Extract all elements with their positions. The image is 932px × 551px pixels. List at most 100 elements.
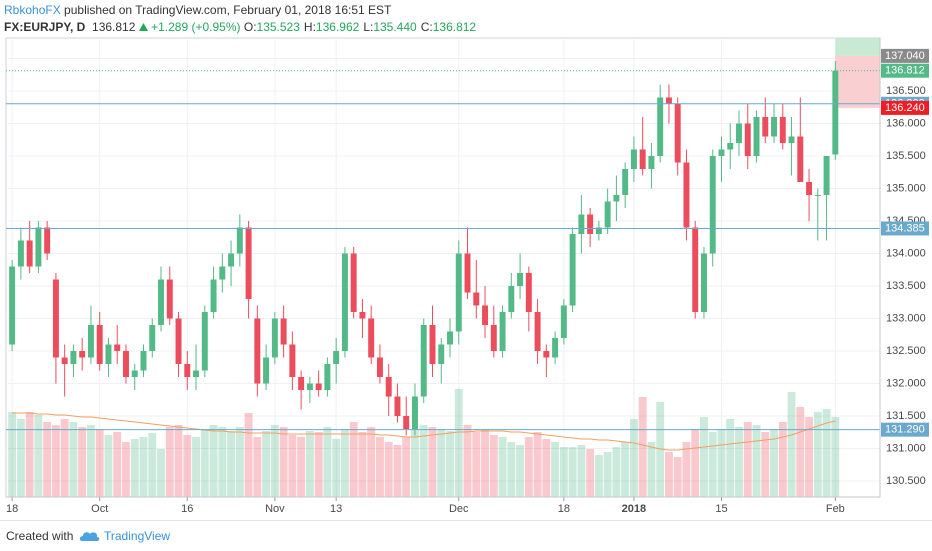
volume-bar xyxy=(542,439,551,497)
candle-body xyxy=(779,116,786,143)
volume-bar xyxy=(270,425,279,497)
volume-bar xyxy=(411,429,419,497)
candle-body xyxy=(376,357,383,378)
price-label-box xyxy=(881,48,929,63)
volume-bar xyxy=(472,432,481,497)
volume-bar xyxy=(437,429,446,497)
volume-bar xyxy=(262,431,271,497)
x-tick-label: Dec xyxy=(449,503,469,515)
candle-body xyxy=(359,311,366,319)
y-tick-label: 136.000 xyxy=(886,117,926,129)
candle-body xyxy=(648,155,655,169)
volume-bar xyxy=(367,427,376,497)
ohlc-value: 136.962 xyxy=(315,20,360,34)
volume-bar xyxy=(314,432,323,497)
candle-body xyxy=(131,370,138,378)
position-zone xyxy=(835,55,880,108)
x-tick-label: 15 xyxy=(715,503,727,515)
x-tick-label: 13 xyxy=(330,503,342,515)
position-zone xyxy=(835,38,880,56)
volume-bar xyxy=(612,447,621,497)
volume-bar xyxy=(244,413,253,497)
author[interactable]: RbkohoFX xyxy=(4,3,61,17)
volume-bar xyxy=(708,432,717,497)
volume-bar xyxy=(647,442,656,497)
volume-bar xyxy=(621,442,630,497)
candle-body xyxy=(490,324,497,351)
volume-bar xyxy=(16,419,25,497)
publish-line: RbkohoFX published on TradingView.com, F… xyxy=(4,2,480,19)
candle-body xyxy=(700,253,707,312)
volume-ma xyxy=(12,412,836,451)
candle-body xyxy=(96,324,103,364)
ohlc-key: C: xyxy=(420,20,433,34)
volume-bar xyxy=(524,437,533,497)
candle-body xyxy=(210,279,217,312)
volume-bar xyxy=(454,389,463,497)
volume-bar xyxy=(770,429,778,497)
candle-body xyxy=(674,103,681,163)
symbol-line: FX:EURJPY, D 136.812 +1.289 (+0.95%) O:1… xyxy=(4,19,480,36)
volume-bar xyxy=(393,445,402,497)
candle-body xyxy=(718,149,725,156)
ohlc-key: H: xyxy=(303,20,316,34)
x-tick-label: 16 xyxy=(181,503,193,515)
x-tick-label: Oct xyxy=(91,503,108,515)
candle-body xyxy=(411,396,418,430)
volume-bar xyxy=(297,437,306,497)
brand[interactable]: TradingView xyxy=(104,529,171,543)
volume-bar xyxy=(174,425,183,497)
candle-body xyxy=(744,123,751,156)
footer: Created with TradingView xyxy=(0,520,932,551)
volume-bar xyxy=(130,439,139,497)
candle-body xyxy=(727,142,734,150)
volume-bar xyxy=(507,442,516,497)
price-label: 137.040 xyxy=(885,50,925,62)
volume-bar xyxy=(594,455,603,497)
volume-bar xyxy=(227,431,236,497)
candle-body xyxy=(201,311,208,371)
volume-bar xyxy=(69,422,78,497)
candle-body xyxy=(447,331,453,345)
volume-bar xyxy=(743,422,752,497)
price-label: 134.385 xyxy=(885,222,925,234)
volume-bar xyxy=(323,427,332,497)
candle-body xyxy=(482,305,489,325)
candle-body xyxy=(762,116,769,137)
y-tick-label: 133.500 xyxy=(886,280,926,292)
candle-body xyxy=(123,350,129,378)
price-label-box xyxy=(881,221,929,236)
price-label-box xyxy=(881,63,929,78)
volume-bar xyxy=(603,452,612,497)
volume-bar xyxy=(778,422,787,497)
candle-body xyxy=(17,240,24,267)
candle-body xyxy=(473,292,480,306)
volume-bar xyxy=(200,429,209,497)
candle-body xyxy=(315,383,322,391)
candle-body xyxy=(306,383,313,391)
candle-body xyxy=(464,253,471,293)
candle-body xyxy=(52,279,59,358)
price-label: 136.240 xyxy=(885,102,925,114)
volume-bar xyxy=(51,425,60,497)
volume-bar xyxy=(735,427,743,497)
candle-body xyxy=(394,396,401,417)
volume-bar xyxy=(796,407,805,497)
candle-body xyxy=(534,311,541,351)
volume-bar xyxy=(8,412,17,497)
volume-bar xyxy=(691,429,700,497)
volume-bar xyxy=(288,435,297,497)
candle-body xyxy=(420,324,427,397)
candle-body xyxy=(61,357,68,364)
candle-body xyxy=(271,318,278,358)
candle-body xyxy=(832,70,839,155)
volume-bar xyxy=(752,425,761,497)
volume-bar xyxy=(805,417,814,497)
volume-bar xyxy=(726,419,735,497)
created-with: Created with xyxy=(6,529,74,543)
volume-bar xyxy=(813,412,822,497)
candle-body xyxy=(44,227,51,254)
candle-body xyxy=(219,266,226,280)
volume-bar xyxy=(402,437,411,497)
